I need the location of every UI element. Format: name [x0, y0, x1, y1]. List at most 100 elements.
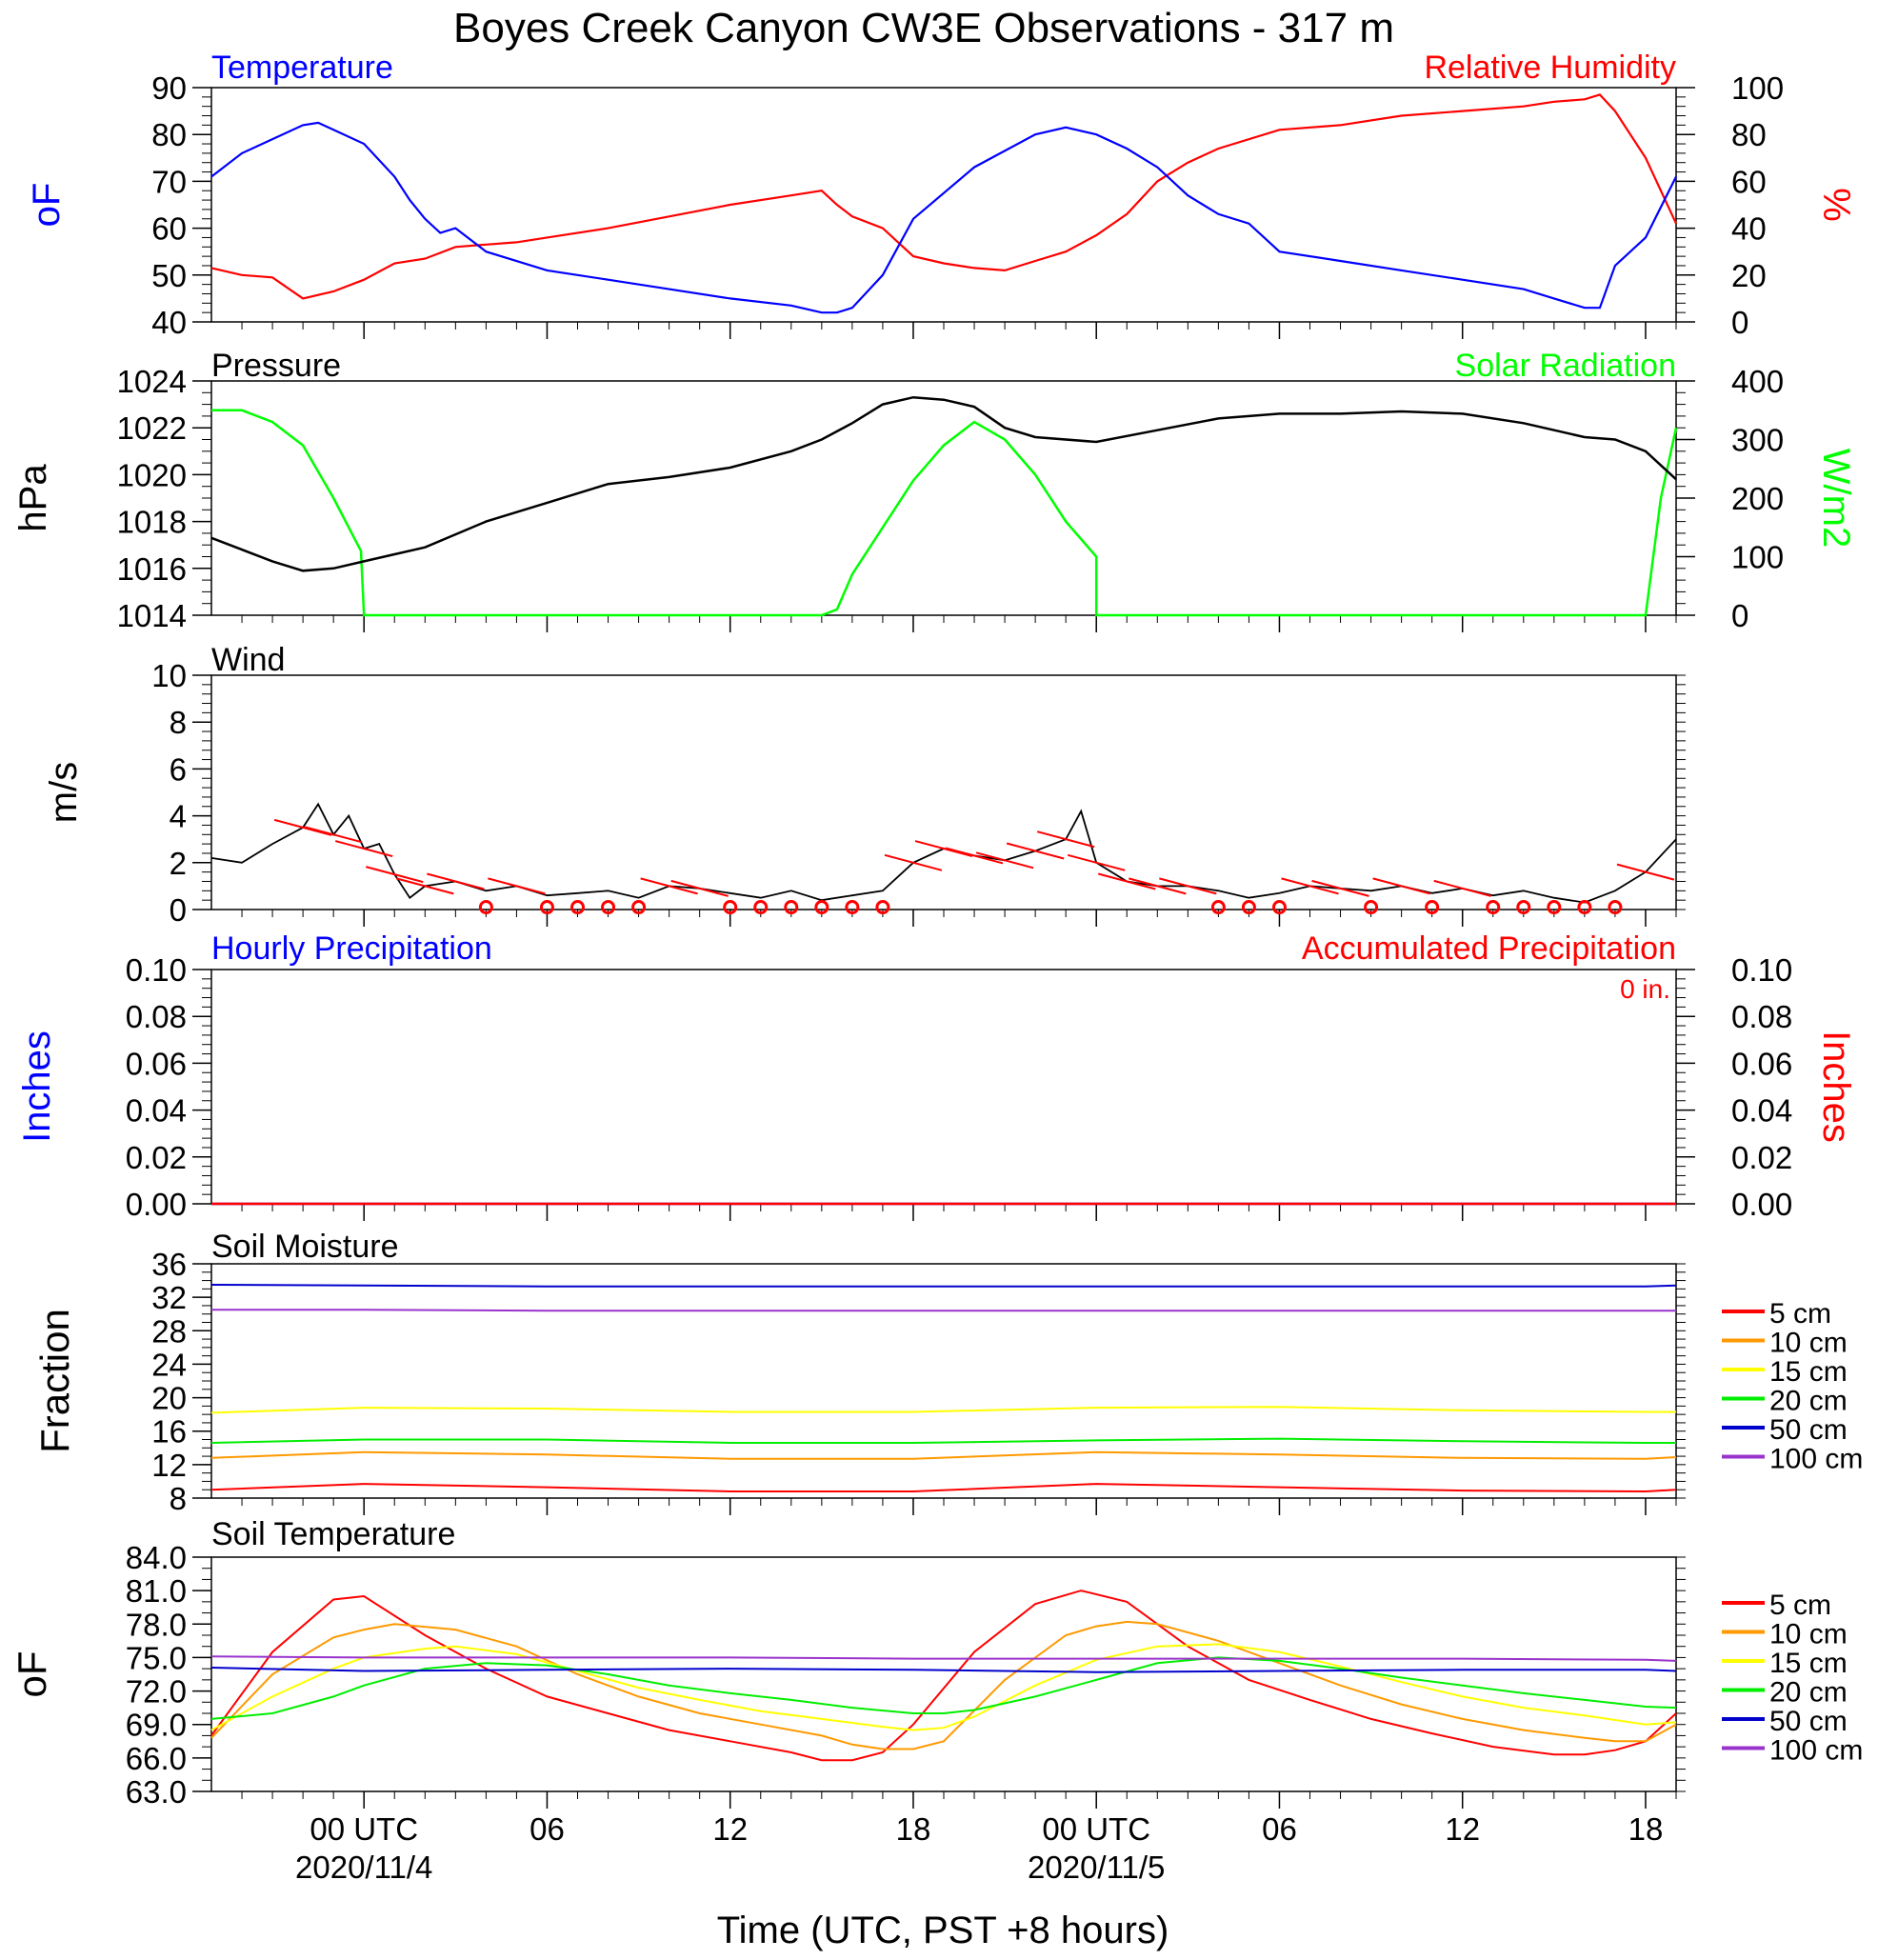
temperature-y-tick-label: 60 [151, 211, 187, 247]
calm-wind-marker [1486, 900, 1501, 915]
wind-barb [304, 826, 363, 844]
wind-barb [396, 877, 454, 895]
wind-barb [1097, 872, 1156, 890]
wind-barb [365, 866, 424, 884]
soil-moisture-y-tick-label: 24 [151, 1347, 187, 1382]
wind-barb [975, 851, 1034, 870]
x-tick-label: 18 [1628, 1811, 1664, 1847]
humidity-line [210, 93, 1677, 300]
wind-barb [1006, 842, 1065, 860]
pressure-title: Pressure [211, 348, 341, 384]
solar-y2-tick-label: 200 [1731, 481, 1784, 516]
soil-moisture-frame [210, 1263, 1677, 1499]
wind-title: Wind [211, 642, 285, 678]
soil-moisture-title: Soil Moisture [211, 1229, 399, 1265]
x-date-label: 2020/11/4 [295, 1850, 432, 1885]
wind-barb [427, 872, 485, 890]
hourly-precip-y-tick-label: 0.08 [126, 999, 187, 1034]
chart-title: Boyes Creek Canyon CW3E Observations - 3… [453, 5, 1394, 51]
wind-barb [1159, 877, 1217, 895]
soil-temperature-title: Soil Temperature [211, 1516, 455, 1552]
temperature-unit-label: oF [26, 183, 68, 228]
hourly-precip-y-tick-label: 0.06 [126, 1046, 187, 1081]
calm-wind-marker [784, 900, 799, 915]
hourly-precip-y-tick-label: 0.00 [126, 1187, 187, 1222]
pressure-y-tick-label: 1024 [117, 364, 187, 399]
soil-temperature-y-tick-label: 81.0 [126, 1573, 187, 1609]
wind-y-tick-label: 6 [170, 751, 187, 787]
soil-temperature-line [210, 1620, 1677, 1750]
x-axis-label: Time (UTC, PST +8 hours) [717, 1910, 1169, 1951]
x-tick-label: 06 [1262, 1811, 1297, 1847]
humidity-y2-tick-label: 40 [1731, 211, 1767, 247]
wind-barb [1129, 877, 1187, 895]
soil-temperature-y-tick-label: 78.0 [126, 1607, 187, 1642]
soil-temperature-legend-label: 50 cm [1769, 1706, 1848, 1737]
soil-temperature-line [210, 1655, 1677, 1662]
pressure-line [210, 395, 1677, 572]
soil-moisture-y-tick-label: 8 [170, 1481, 187, 1516]
x-tick-label: 00 UTC [310, 1811, 418, 1847]
calm-wind-marker [845, 900, 860, 915]
wind-barb [884, 853, 943, 871]
calm-wind-marker [753, 900, 769, 915]
soil-temperature-legend-label: 10 cm [1769, 1619, 1848, 1650]
solar-unit-label: W/m2 [1815, 449, 1857, 548]
soil-temperature-legend-label: 20 cm [1769, 1677, 1848, 1709]
hourly-precip-y-tick-label: 0.10 [126, 952, 187, 988]
temperature-y-tick-label: 90 [151, 70, 187, 106]
soil-temperature-y-tick-label: 66.0 [126, 1741, 187, 1776]
x-tick-label: 12 [1445, 1811, 1480, 1847]
solar-y2-tick-label: 400 [1731, 364, 1784, 399]
wind-y-tick-label: 8 [170, 705, 187, 740]
temperature-line [210, 121, 1677, 314]
x-tick-label: 06 [529, 1811, 565, 1847]
temperature-y-tick-label: 40 [151, 305, 187, 340]
humidity-title: Relative Humidity [1424, 50, 1676, 86]
soil-moisture-legend-label: 50 cm [1769, 1414, 1848, 1446]
accum-precip-y2-tick-label: 0.00 [1731, 1187, 1792, 1222]
accum-precip-total: 0 in. [1620, 974, 1670, 1004]
wind-barb [1281, 877, 1339, 895]
wind-barb [334, 840, 393, 858]
humidity-y2-tick-label: 60 [1731, 164, 1767, 199]
soil-temperature-legend-label: 5 cm [1769, 1590, 1831, 1621]
x-tick-label: 12 [712, 1811, 748, 1847]
temperature-humidity-panel: 90 80 70 60 50 40 100 80 60 40 20 0 Temperature Relat… [26, 50, 1857, 340]
wind-barb [1433, 879, 1491, 897]
soil-moisture-line [210, 1483, 1677, 1493]
solar-y2-tick-label: 300 [1731, 423, 1784, 458]
wind-barb [1036, 830, 1095, 849]
accum-precip-y2-tick-label: 0.08 [1731, 999, 1792, 1034]
wind-y-tick-label: 0 [170, 892, 187, 928]
soil-temperature-legend-label: 100 cm [1769, 1735, 1863, 1767]
soil-moisture-y-tick-label: 20 [151, 1381, 187, 1416]
calm-wind-marker [1364, 900, 1379, 915]
pressure-y-tick-label: 1022 [117, 410, 187, 446]
solar-title: Solar Radiation [1455, 348, 1676, 384]
soil-temperature-panel: 84.081.078.075.072.069.066.063.0 Soil Tem… [10, 1516, 1863, 1810]
wind-y-tick-label: 2 [170, 846, 187, 881]
soil-moisture-unit-label: Fraction [32, 1309, 77, 1453]
solar-y2-tick-label: 0 [1731, 598, 1748, 633]
calm-wind-marker [1577, 900, 1592, 915]
accum-precip-title: Accumulated Precipitation [1302, 930, 1676, 967]
soil-moisture-legend-label: 20 cm [1769, 1386, 1848, 1417]
temperature-humidity-frame [210, 87, 1677, 323]
soil-temperature-y-tick-label: 84.0 [126, 1540, 187, 1575]
soil-temperature-line [210, 1643, 1677, 1731]
hourly-precip-y-tick-label: 0.02 [126, 1140, 187, 1175]
calm-wind-marker [1547, 900, 1562, 915]
soil-moisture-line [210, 1437, 1676, 1444]
calm-wind-marker [1210, 900, 1226, 915]
x-tick-label: 00 UTC [1042, 1811, 1150, 1847]
wind-panel: 10 8 6 4 2 0 Wind m/s [43, 642, 1686, 928]
hourly-precip-y-tick-label: 0.04 [126, 1093, 187, 1129]
soil-moisture-legend-label: 15 cm [1769, 1356, 1848, 1388]
soil-moisture-y-tick-label: 16 [151, 1414, 187, 1450]
soil-moisture-line [210, 1284, 1677, 1288]
humidity-y2-tick-label: 0 [1731, 305, 1748, 340]
temperature-y-tick-label: 50 [151, 258, 187, 293]
